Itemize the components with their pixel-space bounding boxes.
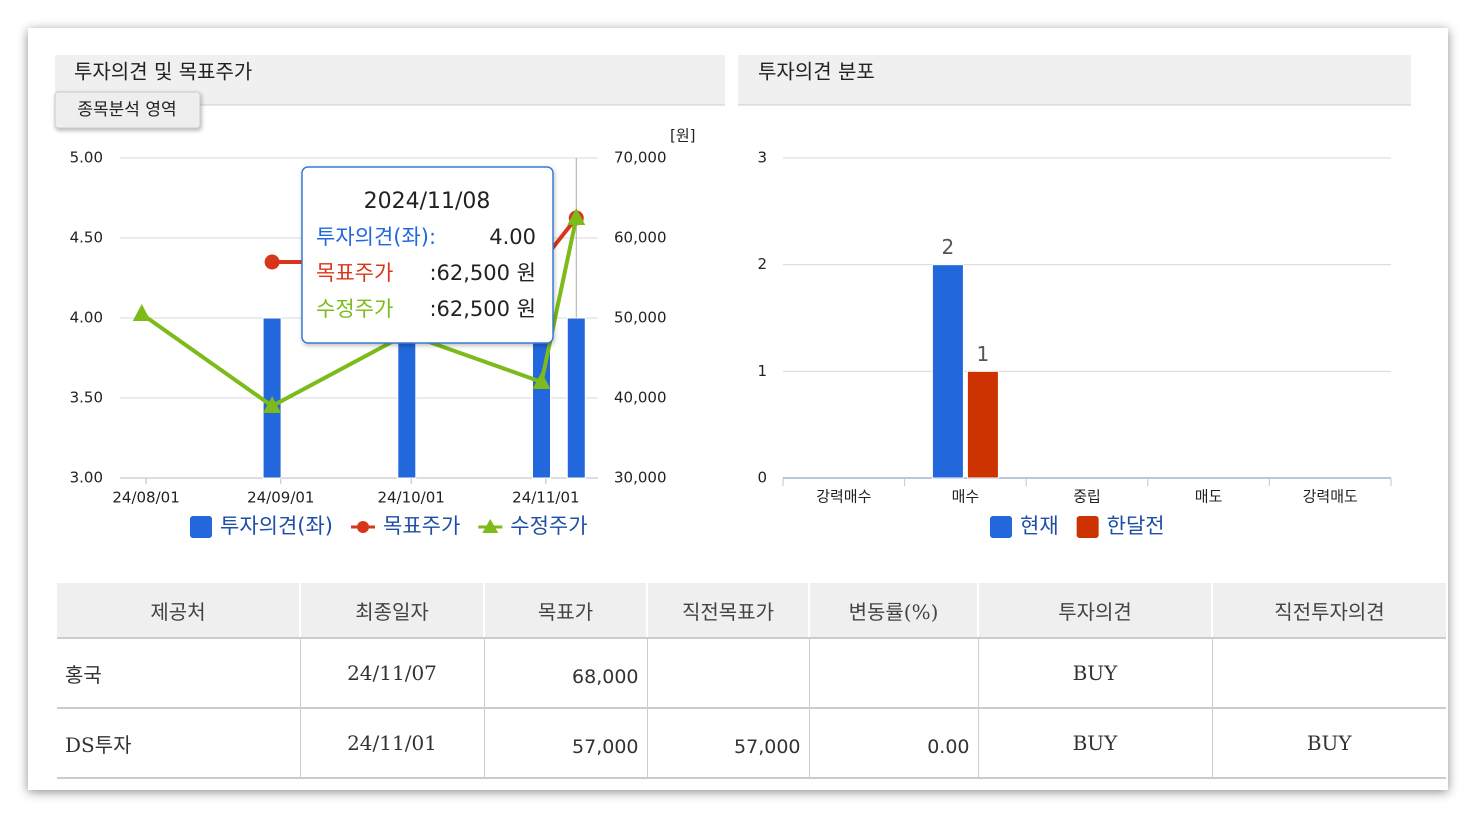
marker bbox=[264, 254, 280, 270]
y-tick-label: 4.00 bbox=[70, 309, 103, 327]
marker bbox=[263, 396, 282, 413]
y2-axis-label: [원] bbox=[670, 127, 696, 145]
table-row: DS투자 24/11/01 57,000 57,000 0.00 BUY BUY bbox=[57, 708, 1446, 779]
header-cell: 직전투자의견 bbox=[1211, 583, 1446, 639]
header-cell: 최종일자 bbox=[299, 583, 484, 639]
table-cell: 57,000 bbox=[483, 708, 647, 779]
tooltip-label: 투자의견(좌): bbox=[316, 225, 436, 249]
y2-tick-label: 30,000 bbox=[614, 469, 667, 487]
x-tick-label: 24/10/01 bbox=[377, 489, 444, 507]
table-cell bbox=[808, 638, 978, 709]
x-tick-label: 매도 bbox=[1195, 488, 1223, 506]
tooltip-value: 4.00 bbox=[489, 225, 536, 249]
x-tick-label: 24/08/01 bbox=[112, 489, 179, 507]
value-label: 2 bbox=[942, 235, 955, 259]
y-tick-label: 2 bbox=[757, 255, 767, 273]
table-cell: DS투자 bbox=[57, 708, 300, 779]
y-tick-label: 0 bbox=[757, 469, 767, 487]
y-tick-label: 3.00 bbox=[70, 469, 103, 487]
header-cell: 직전목표가 bbox=[646, 583, 809, 639]
y-tick-label: 1 bbox=[757, 362, 767, 380]
y2-tick-label: 70,000 bbox=[614, 149, 667, 167]
table-cell bbox=[646, 638, 809, 709]
tooltip-value: :62,500 원 bbox=[429, 297, 536, 321]
tooltip-label: 수정주가 bbox=[316, 297, 393, 321]
bar bbox=[566, 317, 586, 479]
tooltip bbox=[301, 166, 554, 344]
table-cell: 0.00 bbox=[808, 708, 978, 779]
legend-swatch bbox=[190, 516, 212, 538]
marker bbox=[567, 208, 586, 225]
table-cell: BUY bbox=[977, 638, 1212, 709]
charts: 투자의견 및 목표주가 투자의견 분포 종목분석 영역 3.00 3.50 4.00… bbox=[54, 55, 1411, 538]
badge-text: 종목분석 영역 bbox=[77, 100, 176, 120]
table: 제공처 최종일자 목표가 직전목표가 변동률(%) 투자의견 직전투자의견 홍국 24/11/0… bbox=[57, 583, 1446, 779]
legend-swatch bbox=[990, 516, 1012, 538]
marker bbox=[532, 372, 551, 389]
chart-title: 투자의견 분포 bbox=[758, 60, 875, 84]
header-cell: 변동률(%) bbox=[808, 583, 978, 639]
tooltip-value: :62,500 원 bbox=[429, 261, 536, 285]
legend-label: 목표주가 bbox=[383, 514, 460, 538]
y2-tick-label: 40,000 bbox=[614, 389, 667, 407]
x-tick-label: 중립 bbox=[1073, 488, 1101, 506]
chart-title: 투자의견 및 목표주가 bbox=[74, 60, 252, 84]
legend-marker bbox=[357, 521, 369, 533]
table-cell: 24/11/07 bbox=[299, 638, 484, 709]
table-cell: 홍국 bbox=[57, 638, 300, 709]
x-tick-label: 강력매도 bbox=[1303, 488, 1358, 506]
tooltip-date: 2024/11/08 bbox=[364, 189, 491, 214]
legend-label: 현재 bbox=[1020, 514, 1059, 538]
y-tick-label: 3.50 bbox=[70, 389, 103, 407]
legend-marker bbox=[482, 519, 499, 533]
table-cell: 24/11/01 bbox=[299, 708, 484, 779]
table-cell bbox=[1211, 638, 1446, 709]
header-cell: 목표가 bbox=[483, 583, 647, 639]
x-tick-label: 강력매수 bbox=[816, 488, 871, 506]
legend-label: 한달전 bbox=[1107, 514, 1165, 538]
x-tick-label: 매수 bbox=[952, 488, 980, 506]
tooltip-label: 목표주가 bbox=[316, 261, 393, 285]
y-tick-label: 5.00 bbox=[70, 149, 103, 167]
legend-label: 투자의견(좌) bbox=[220, 514, 333, 538]
legend-label: 수정주가 bbox=[510, 514, 587, 538]
badge bbox=[54, 91, 201, 129]
header-cell: 제공처 bbox=[57, 583, 300, 639]
y2-tick-label: 60,000 bbox=[614, 229, 667, 247]
header-cell: 투자의견 bbox=[977, 583, 1212, 639]
table-cell: 68,000 bbox=[483, 638, 647, 709]
x-tick-label: 24/09/01 bbox=[247, 489, 314, 507]
marker bbox=[132, 304, 151, 321]
table-cell: BUY bbox=[1211, 708, 1446, 779]
header-row: 제공처 최종일자 목표가 직전목표가 변동률(%) 투자의견 직전투자의견 bbox=[57, 583, 1446, 639]
table-cell: BUY bbox=[977, 708, 1212, 779]
legend-swatch bbox=[1076, 516, 1099, 538]
table-row: 홍국 24/11/07 68,000 BUY bbox=[57, 638, 1446, 709]
y2-tick-label: 50,000 bbox=[614, 309, 667, 327]
bar bbox=[931, 264, 964, 479]
table-cell: 57,000 bbox=[646, 708, 809, 779]
y-tick-label: 3 bbox=[757, 149, 767, 167]
y-tick-label: 4.50 bbox=[70, 229, 103, 247]
panel-header bbox=[738, 55, 1411, 105]
value-label: 1 bbox=[977, 342, 990, 366]
x-tick-label: 24/11/01 bbox=[512, 489, 579, 507]
bar bbox=[966, 370, 999, 479]
